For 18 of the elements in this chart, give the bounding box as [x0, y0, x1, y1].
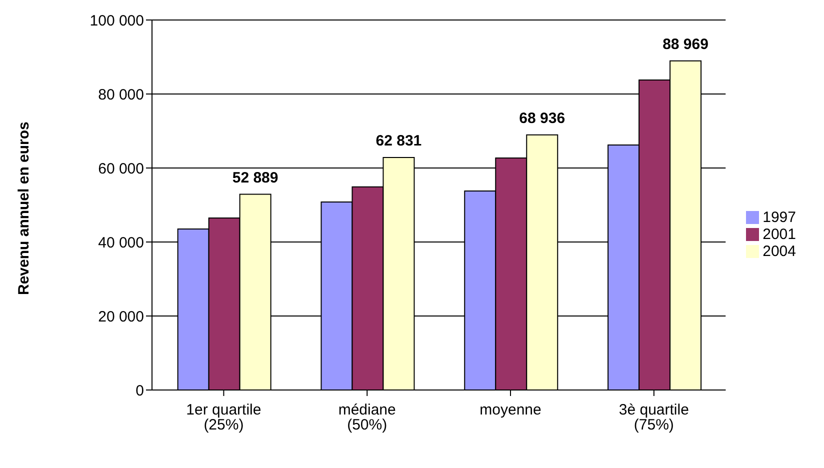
legend-label: 1997 [762, 208, 796, 226]
legend-label: 2001 [762, 226, 796, 242]
y-axis-title: Revenu annuel en euros [15, 122, 32, 295]
y-tick-label: 80 000 [98, 86, 144, 104]
data-label: 62 831 [376, 132, 422, 150]
x-tick-label: 1er quartile (25%) [186, 402, 262, 434]
y-tick-label: 20 000 [98, 308, 144, 326]
data-label: 52 889 [232, 169, 278, 186]
data-label: 68 936 [519, 110, 566, 127]
data-label: 88 969 [662, 36, 708, 53]
y-tick-label: 40 000 [98, 234, 144, 252]
x-tick-label: moyenne [480, 402, 542, 419]
x-tick-label: médiane (50%) [338, 402, 396, 434]
y-tick-label: 100 000 [90, 12, 144, 30]
x-tick-label: 3è quartile (75%) [618, 402, 689, 434]
y-tick-label: 0 [136, 382, 144, 400]
y-tick-label: 60 000 [98, 160, 144, 178]
legend-label: 2004 [762, 242, 796, 260]
